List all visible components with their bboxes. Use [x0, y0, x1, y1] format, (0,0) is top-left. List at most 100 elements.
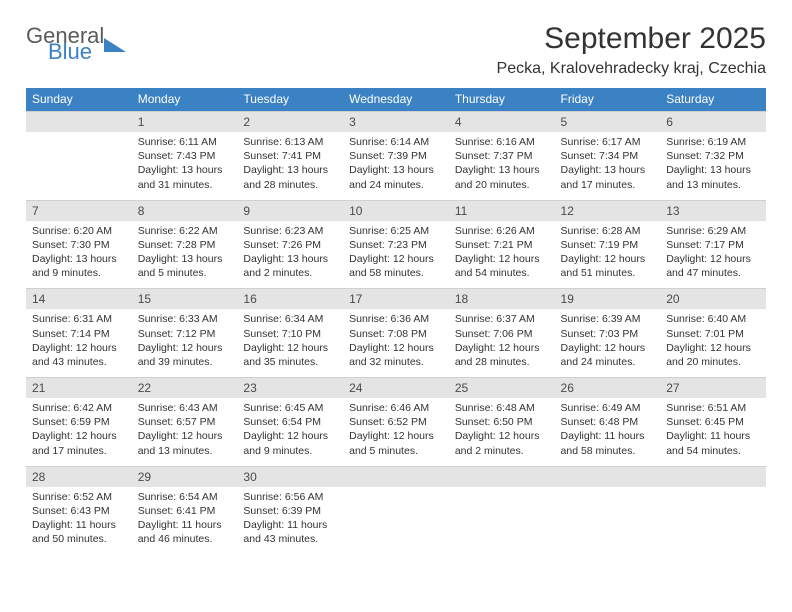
dow-thursday: Thursday	[449, 88, 555, 112]
day-body-row: Sunrise: 6:11 AMSunset: 7:43 PMDaylight:…	[26, 132, 766, 200]
daylight-line2: and 28 minutes.	[455, 355, 549, 369]
sunrise: Sunrise: 6:51 AM	[666, 401, 760, 415]
sunset: Sunset: 7:23 PM	[349, 238, 443, 252]
sunset: Sunset: 6:50 PM	[455, 415, 549, 429]
day-cell: Sunrise: 6:28 AMSunset: 7:19 PMDaylight:…	[555, 221, 661, 289]
sunrise: Sunrise: 6:34 AM	[243, 312, 337, 326]
day-cell	[449, 487, 555, 555]
dow-friday: Friday	[555, 88, 661, 112]
daylight-line1: Daylight: 11 hours	[32, 518, 126, 532]
page-title: September 2025	[497, 22, 766, 56]
daylight-line1: Daylight: 13 hours	[138, 252, 232, 266]
day-number: 11	[449, 200, 555, 221]
daylight-line2: and 13 minutes.	[138, 444, 232, 458]
daylight-line2: and 32 minutes.	[349, 355, 443, 369]
daylight-line2: and 17 minutes.	[561, 178, 655, 192]
daylight-line1: Daylight: 12 hours	[32, 341, 126, 355]
day-cell: Sunrise: 6:56 AMSunset: 6:39 PMDaylight:…	[237, 487, 343, 555]
sunrise: Sunrise: 6:22 AM	[138, 224, 232, 238]
daylight-line1: Daylight: 11 hours	[561, 429, 655, 443]
sunset: Sunset: 6:45 PM	[666, 415, 760, 429]
day-number: 30	[237, 466, 343, 487]
daylight-line1: Daylight: 11 hours	[666, 429, 760, 443]
sunset: Sunset: 6:41 PM	[138, 504, 232, 518]
daylight-line2: and 54 minutes.	[455, 266, 549, 280]
sunset: Sunset: 6:43 PM	[32, 504, 126, 518]
dow-tuesday: Tuesday	[237, 88, 343, 112]
daylight-line1: Daylight: 12 hours	[32, 429, 126, 443]
day-number: 10	[343, 200, 449, 221]
day-number: 15	[132, 289, 238, 310]
day-number: 27	[660, 378, 766, 399]
day-body-row: Sunrise: 6:42 AMSunset: 6:59 PMDaylight:…	[26, 398, 766, 466]
day-number: 17	[343, 289, 449, 310]
daylight-line1: Daylight: 12 hours	[455, 252, 549, 266]
daylight-line1: Daylight: 11 hours	[243, 518, 337, 532]
day-cell: Sunrise: 6:11 AMSunset: 7:43 PMDaylight:…	[132, 132, 238, 200]
sunset: Sunset: 6:48 PM	[561, 415, 655, 429]
sunrise: Sunrise: 6:48 AM	[455, 401, 549, 415]
dow-row: Sunday Monday Tuesday Wednesday Thursday…	[26, 88, 766, 112]
day-cell: Sunrise: 6:29 AMSunset: 7:17 PMDaylight:…	[660, 221, 766, 289]
sunset: Sunset: 7:21 PM	[455, 238, 549, 252]
day-number: 29	[132, 466, 238, 487]
daylight-line2: and 24 minutes.	[561, 355, 655, 369]
sunset: Sunset: 7:43 PM	[138, 149, 232, 163]
sunset: Sunset: 7:34 PM	[561, 149, 655, 163]
daylight-line1: Daylight: 12 hours	[243, 341, 337, 355]
daylight-line2: and 5 minutes.	[349, 444, 443, 458]
day-number: 12	[555, 200, 661, 221]
sunset: Sunset: 7:39 PM	[349, 149, 443, 163]
sunset: Sunset: 6:59 PM	[32, 415, 126, 429]
day-number: 3	[343, 112, 449, 133]
daynum-row: 282930	[26, 466, 766, 487]
daylight-line2: and 54 minutes.	[666, 444, 760, 458]
day-cell: Sunrise: 6:26 AMSunset: 7:21 PMDaylight:…	[449, 221, 555, 289]
daylight-line1: Daylight: 12 hours	[666, 252, 760, 266]
day-cell: Sunrise: 6:48 AMSunset: 6:50 PMDaylight:…	[449, 398, 555, 466]
day-cell: Sunrise: 6:36 AMSunset: 7:08 PMDaylight:…	[343, 309, 449, 377]
daynum-row: 21222324252627	[26, 378, 766, 399]
daylight-line1: Daylight: 12 hours	[666, 341, 760, 355]
daylight-line2: and 58 minutes.	[349, 266, 443, 280]
day-cell: Sunrise: 6:22 AMSunset: 7:28 PMDaylight:…	[132, 221, 238, 289]
daylight-line2: and 43 minutes.	[243, 532, 337, 546]
sunrise: Sunrise: 6:23 AM	[243, 224, 337, 238]
daylight-line2: and 20 minutes.	[455, 178, 549, 192]
day-number: 6	[660, 112, 766, 133]
sunrise: Sunrise: 6:11 AM	[138, 135, 232, 149]
sunrise: Sunrise: 6:26 AM	[455, 224, 549, 238]
daylight-line2: and 9 minutes.	[32, 266, 126, 280]
daylight-line2: and 24 minutes.	[349, 178, 443, 192]
daylight-line2: and 43 minutes.	[32, 355, 126, 369]
day-cell: Sunrise: 6:42 AMSunset: 6:59 PMDaylight:…	[26, 398, 132, 466]
sunset: Sunset: 7:30 PM	[32, 238, 126, 252]
day-cell: Sunrise: 6:51 AMSunset: 6:45 PMDaylight:…	[660, 398, 766, 466]
header: General Blue September 2025 Pecka, Kralo…	[26, 22, 766, 78]
day-number: 1	[132, 112, 238, 133]
sunset: Sunset: 7:19 PM	[561, 238, 655, 252]
daylight-line1: Daylight: 12 hours	[455, 341, 549, 355]
sunrise: Sunrise: 6:45 AM	[243, 401, 337, 415]
daylight-line1: Daylight: 12 hours	[138, 341, 232, 355]
day-cell: Sunrise: 6:45 AMSunset: 6:54 PMDaylight:…	[237, 398, 343, 466]
day-number: 2	[237, 112, 343, 133]
daylight-line2: and 17 minutes.	[32, 444, 126, 458]
sunrise: Sunrise: 6:54 AM	[138, 490, 232, 504]
day-cell: Sunrise: 6:54 AMSunset: 6:41 PMDaylight:…	[132, 487, 238, 555]
day-cell: Sunrise: 6:34 AMSunset: 7:10 PMDaylight:…	[237, 309, 343, 377]
daylight-line1: Daylight: 12 hours	[349, 252, 443, 266]
dow-sunday: Sunday	[26, 88, 132, 112]
day-cell	[343, 487, 449, 555]
day-number: 21	[26, 378, 132, 399]
day-number	[343, 466, 449, 487]
day-number: 19	[555, 289, 661, 310]
daylight-line2: and 2 minutes.	[455, 444, 549, 458]
sunset: Sunset: 7:37 PM	[455, 149, 549, 163]
day-number: 25	[449, 378, 555, 399]
day-number: 13	[660, 200, 766, 221]
daylight-line1: Daylight: 12 hours	[349, 429, 443, 443]
sunset: Sunset: 7:26 PM	[243, 238, 337, 252]
sunrise: Sunrise: 6:31 AM	[32, 312, 126, 326]
daylight-line2: and 46 minutes.	[138, 532, 232, 546]
